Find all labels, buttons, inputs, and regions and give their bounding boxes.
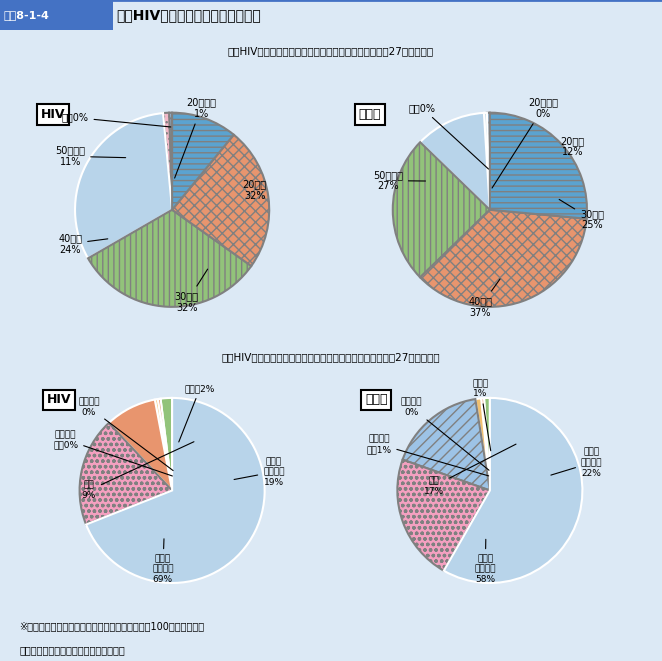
Text: エイズ: エイズ xyxy=(365,393,387,407)
Text: 40歳代
37%: 40歳代 37% xyxy=(468,279,500,318)
Text: 20歳未満
1%: 20歳未満 1% xyxy=(175,97,216,178)
Text: HIV: HIV xyxy=(41,108,66,121)
Wedge shape xyxy=(79,423,172,525)
Text: 資料：厚生労働省エイズ動向委員会報告: 資料：厚生労働省エイズ動向委員会報告 xyxy=(20,645,125,656)
Text: 不明
9%: 不明 9% xyxy=(81,442,194,500)
Text: 新規HIV感染者・エイズ患者報告数　年代別内訳《平成27年確定値》: 新規HIV感染者・エイズ患者報告数 年代別内訳《平成27年確定値》 xyxy=(228,46,434,56)
Wedge shape xyxy=(75,113,172,258)
Text: HIV: HIV xyxy=(47,393,71,407)
Wedge shape xyxy=(158,399,172,490)
Text: エイズ: エイズ xyxy=(359,108,381,121)
Wedge shape xyxy=(481,398,490,490)
Text: 50歳以上
11%: 50歳以上 11% xyxy=(55,145,126,167)
Wedge shape xyxy=(172,112,234,210)
Text: 40歳代
24%: 40歳代 24% xyxy=(58,233,108,254)
Wedge shape xyxy=(484,398,490,490)
Wedge shape xyxy=(420,113,490,210)
Text: 異性間
性的接触
22%: 異性間 性的接触 22% xyxy=(551,447,602,478)
Wedge shape xyxy=(169,112,172,210)
Wedge shape xyxy=(484,113,490,210)
Text: 30歳代
25%: 30歳代 25% xyxy=(559,200,604,230)
Text: ※小数点第１位を四捨五入しているため、合計は100％とならない: ※小数点第１位を四捨五入しているため、合計は100％とならない xyxy=(20,621,205,632)
Wedge shape xyxy=(163,113,172,210)
Wedge shape xyxy=(109,399,172,490)
Text: 20歳代
12%: 20歳代 12% xyxy=(560,136,585,157)
Text: 同性間
性的接触
58%: 同性間 性的接触 58% xyxy=(475,539,496,584)
Wedge shape xyxy=(490,112,587,219)
Text: 30歳代
32%: 30歳代 32% xyxy=(175,269,208,313)
Wedge shape xyxy=(393,142,490,278)
Wedge shape xyxy=(86,398,265,583)
Wedge shape xyxy=(397,459,490,570)
Text: 新規HIV感染者・エイズ患者の状況: 新規HIV感染者・エイズ患者の状況 xyxy=(116,8,261,22)
Wedge shape xyxy=(88,210,252,307)
Wedge shape xyxy=(402,399,490,490)
Text: 新規HIV感染者・エイズ患者報告数　感染経路別内訳《平成27年確定値》: 新規HIV感染者・エイズ患者報告数 感染経路別内訳《平成27年確定値》 xyxy=(222,352,440,362)
Wedge shape xyxy=(420,210,587,307)
Text: 不明0%: 不明0% xyxy=(408,103,489,169)
Text: その他
1%: その他 1% xyxy=(473,379,491,451)
Text: 静注薬物
使用1%: 静注薬物 使用1% xyxy=(366,434,489,476)
FancyBboxPatch shape xyxy=(0,0,113,30)
Wedge shape xyxy=(155,399,172,490)
Text: その他2%: その他2% xyxy=(179,384,215,442)
Text: 異性間
性的接触
19%: 異性間 性的接触 19% xyxy=(234,457,285,487)
Text: 20歳未満
0%: 20歳未満 0% xyxy=(492,97,558,188)
Text: 母子感染
0%: 母子感染 0% xyxy=(401,397,489,470)
Text: 母子感染
0%: 母子感染 0% xyxy=(78,397,173,471)
Text: 50歳以上
27%: 50歳以上 27% xyxy=(373,170,426,192)
Wedge shape xyxy=(487,112,490,210)
Wedge shape xyxy=(172,135,269,266)
Text: 不明
17%: 不明 17% xyxy=(424,444,516,496)
Text: 同性間
性的接触
69%: 同性間 性的接触 69% xyxy=(152,539,173,584)
Wedge shape xyxy=(475,399,490,490)
Wedge shape xyxy=(160,398,172,490)
Text: 静注薬物
使用0%: 静注薬物 使用0% xyxy=(53,430,172,476)
Text: 20歳代
32%: 20歳代 32% xyxy=(242,180,267,201)
Text: 不明0%: 不明0% xyxy=(62,112,171,127)
Text: 図表8-1-4: 図表8-1-4 xyxy=(3,10,49,20)
Wedge shape xyxy=(444,398,583,583)
